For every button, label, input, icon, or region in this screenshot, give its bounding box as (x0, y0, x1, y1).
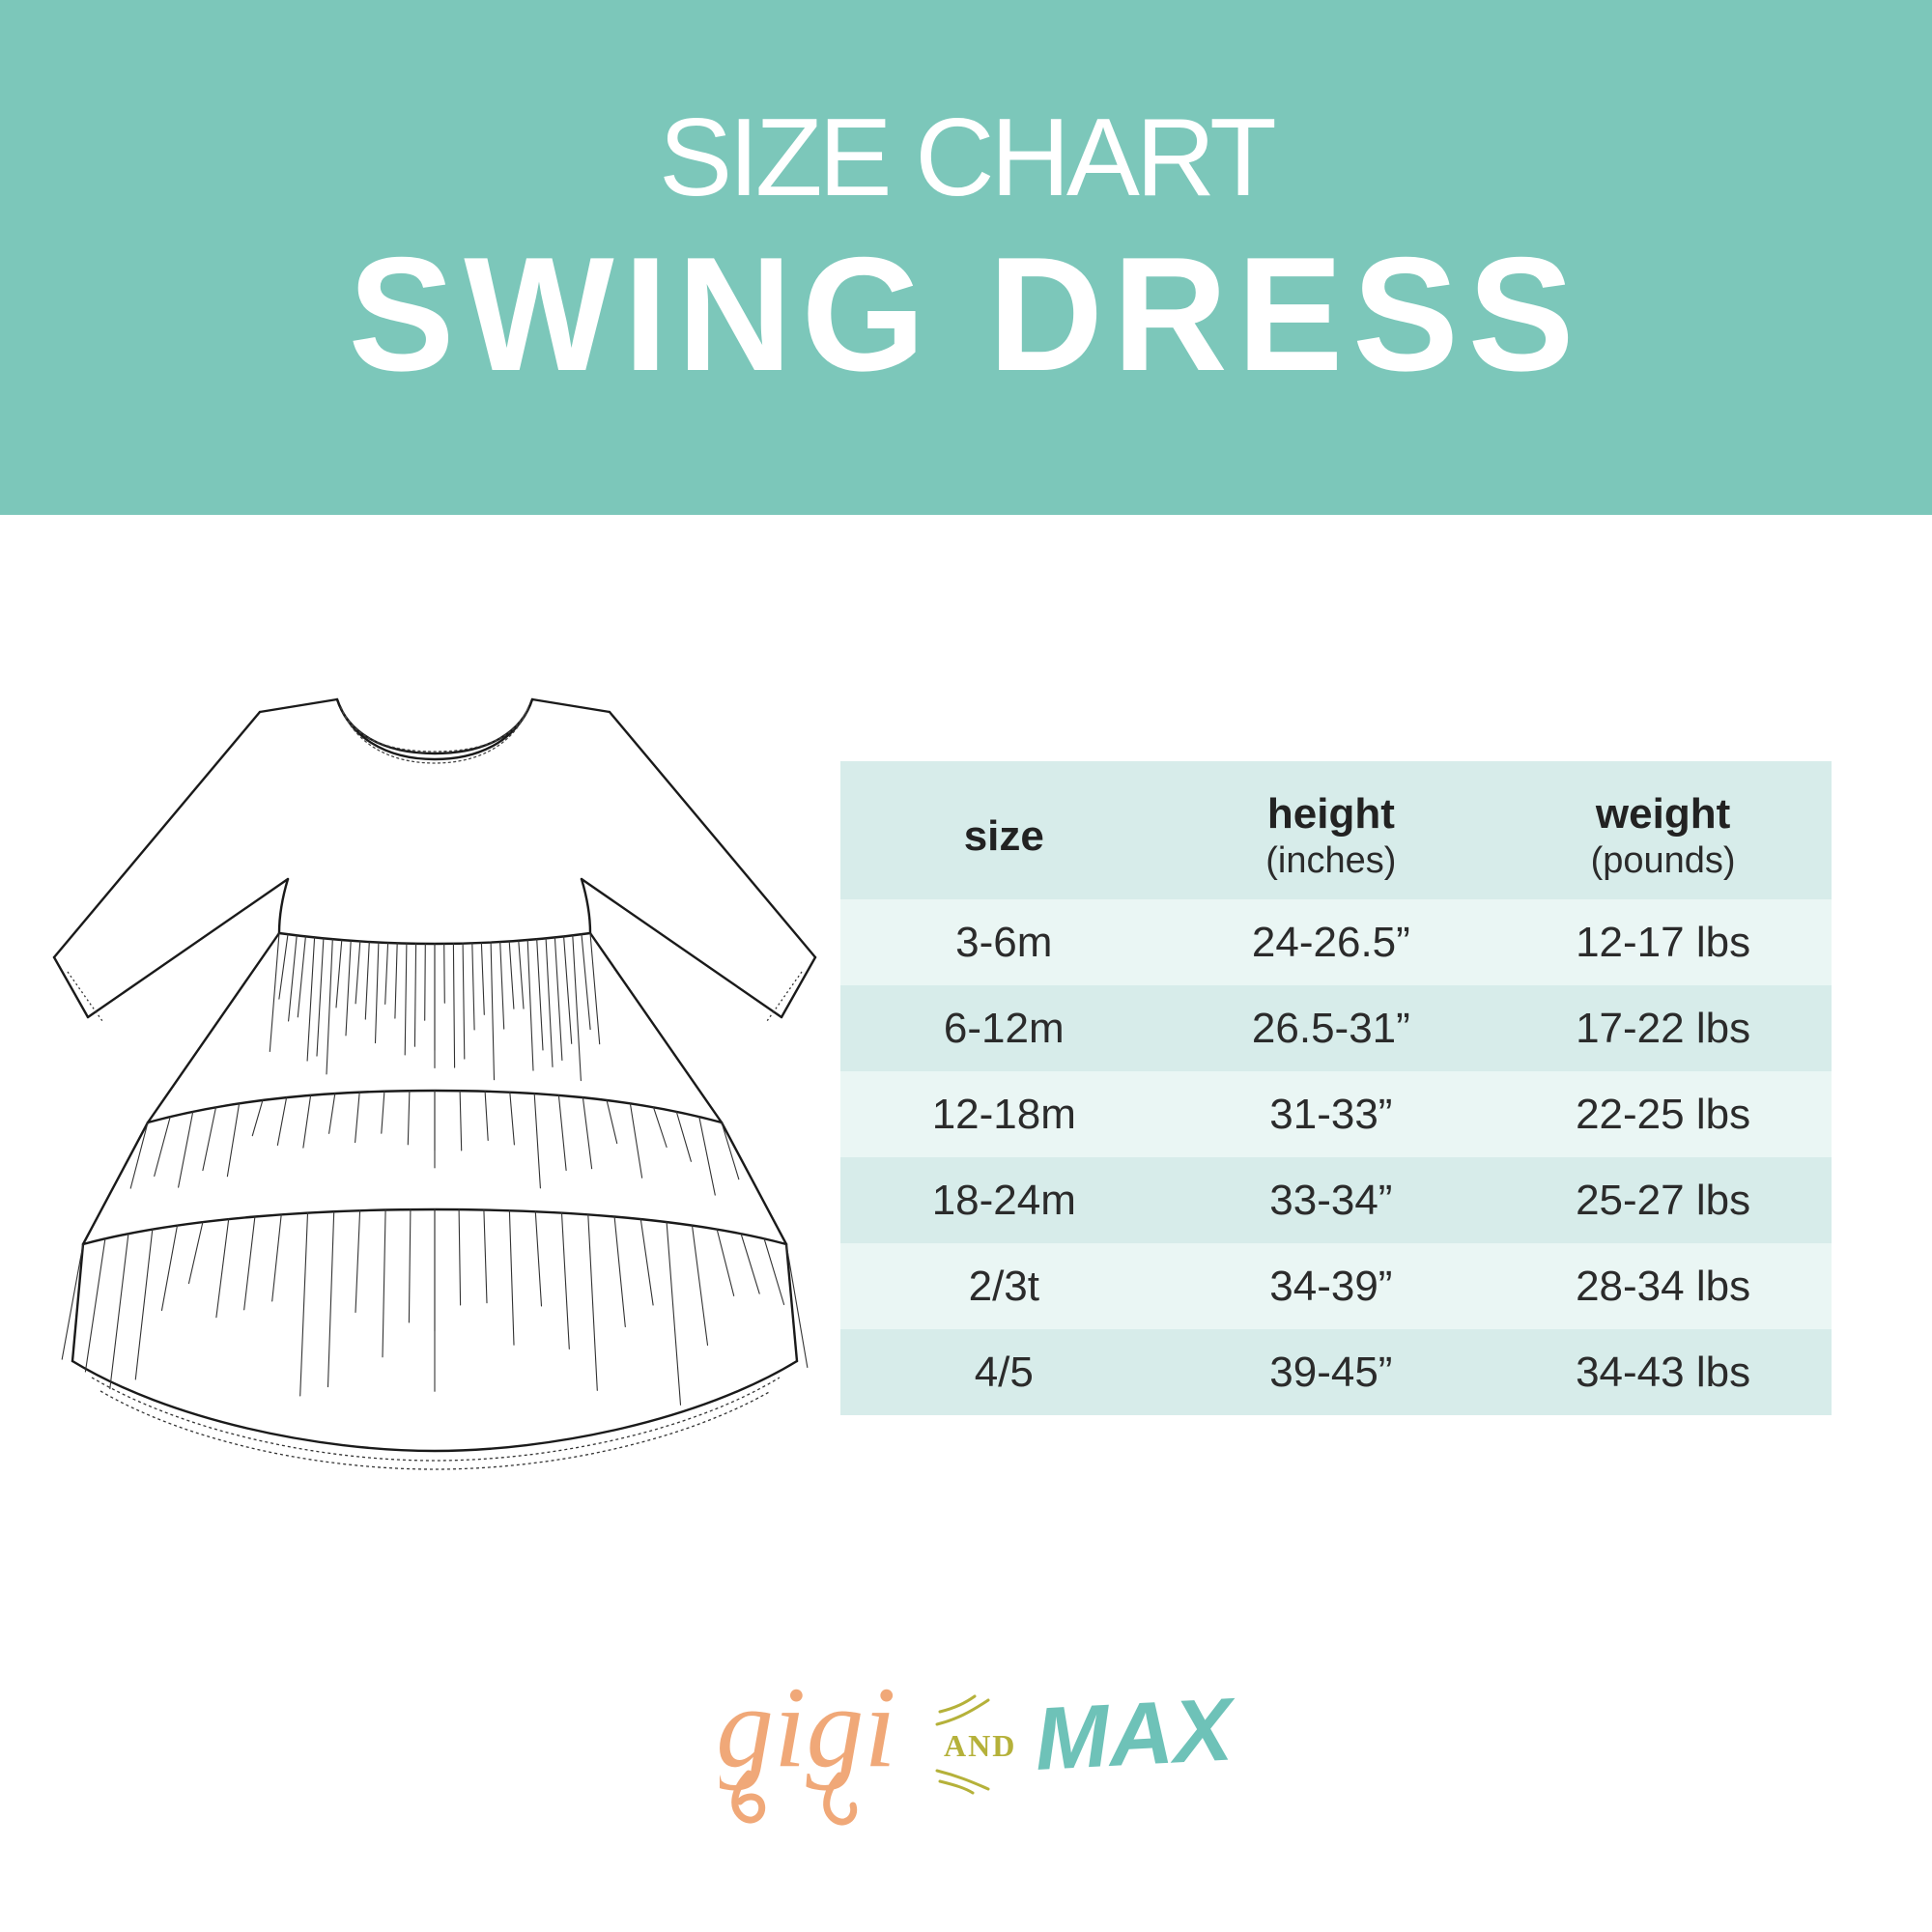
svg-text:MAX: MAX (1033, 1680, 1239, 1789)
svg-text:AND: AND (944, 1728, 1016, 1763)
